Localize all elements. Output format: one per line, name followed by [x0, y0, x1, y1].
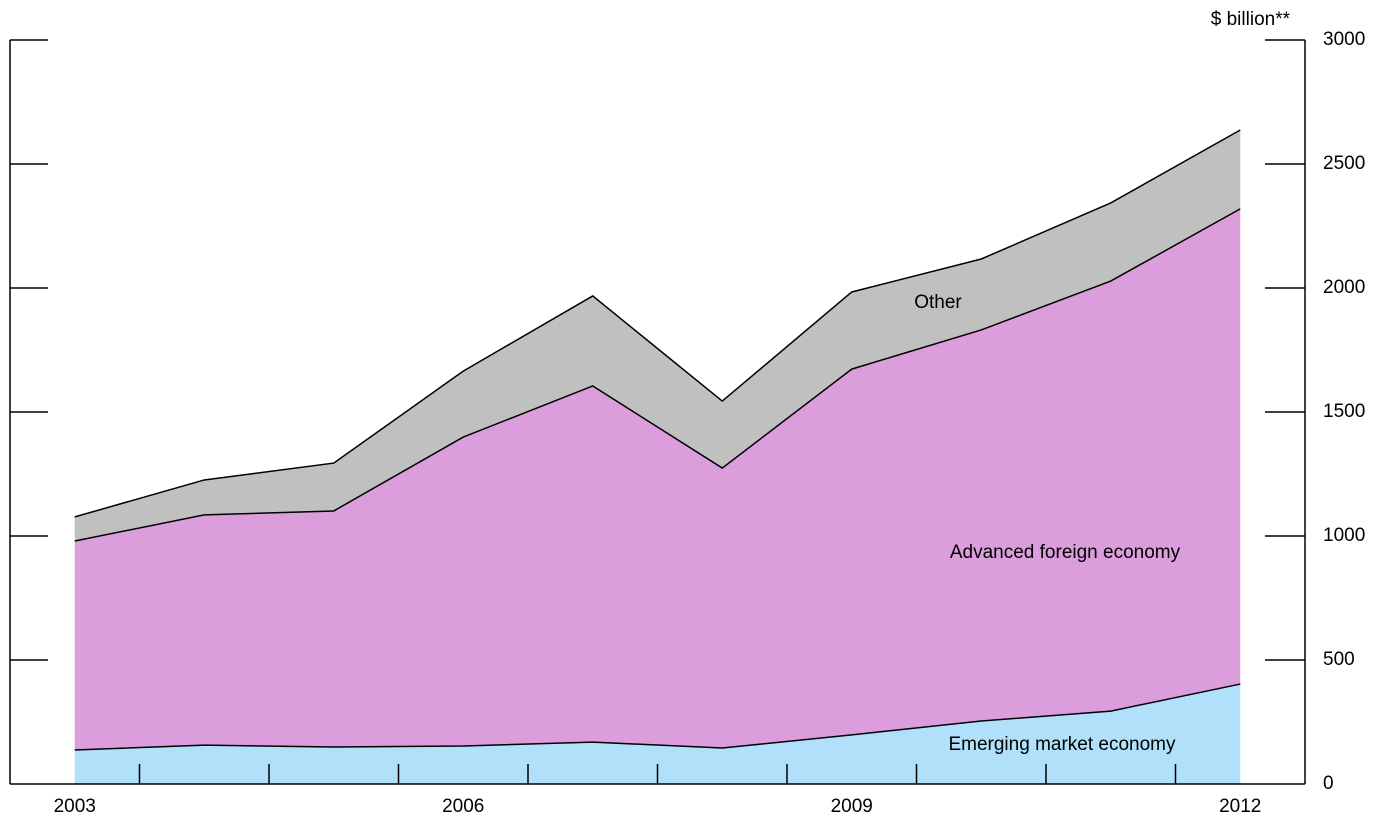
area-outline	[74, 129, 1241, 518]
y-axis-label: $ billion**	[1211, 9, 1291, 30]
series-label: Advanced foreign economy	[950, 542, 1181, 563]
x-tick-label: 2006	[442, 796, 484, 816]
area	[74, 684, 1241, 784]
series-label: Emerging market economy	[948, 734, 1176, 755]
y-tick-label: 3000	[1323, 29, 1365, 50]
series-label: Other	[914, 292, 962, 313]
area	[74, 208, 1241, 751]
y-tick-label: 2500	[1323, 153, 1365, 174]
y-tick-label: 0	[1323, 773, 1334, 794]
x-tick-label: 2003	[54, 796, 96, 816]
y-tick-label: 1000	[1323, 525, 1365, 546]
x-tick-label: 2012	[1219, 796, 1261, 816]
area-outline	[74, 683, 1241, 751]
area	[74, 130, 1241, 541]
y-tick-label: 2000	[1323, 277, 1365, 298]
y-tick-label: 500	[1323, 649, 1355, 670]
y-tick-label: 1500	[1323, 401, 1365, 422]
area-outline	[74, 208, 1241, 542]
x-tick-label: 2009	[831, 796, 873, 816]
